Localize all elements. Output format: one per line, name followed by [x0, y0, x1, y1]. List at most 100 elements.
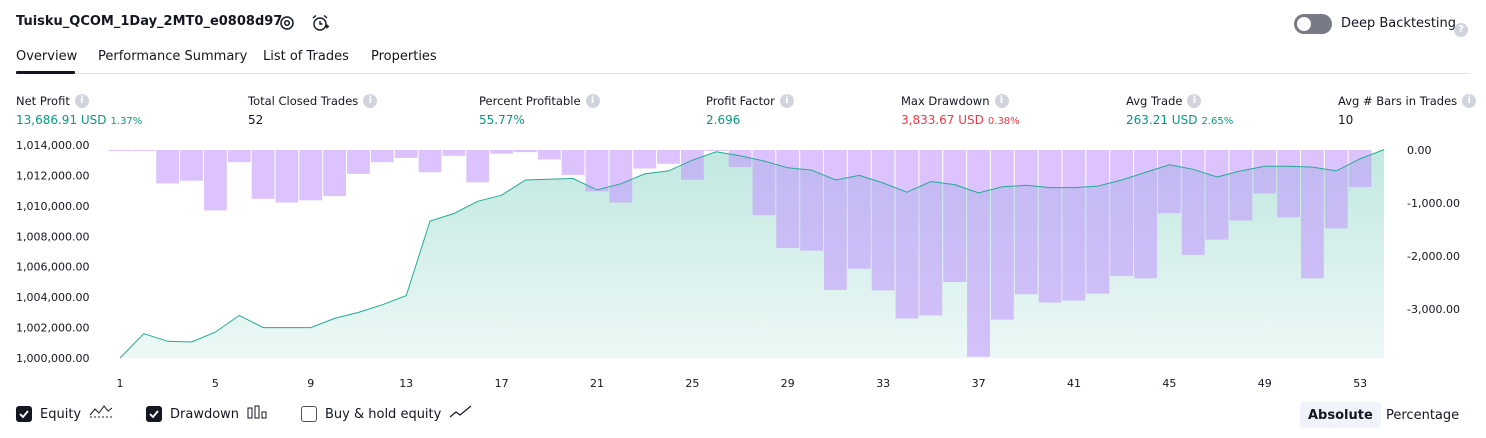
drawdown-bar — [585, 150, 609, 192]
drawdown-bar — [776, 150, 800, 249]
left-axis-tick: 1,012,000.00 — [16, 169, 89, 182]
stat-label-text: Net Profit — [16, 94, 70, 108]
active-tab-indicator — [16, 71, 75, 74]
drawdown-bar — [1157, 150, 1181, 214]
x-axis-tick: 13 — [399, 377, 413, 390]
drawdown-bar — [537, 150, 561, 160]
drawdown-bar — [466, 150, 490, 183]
drawdown-bar — [728, 150, 752, 167]
stat-value: 52 — [248, 113, 263, 127]
info-icon[interactable]: i — [779, 94, 794, 108]
drawdown-bar — [1110, 150, 1133, 277]
tab-properties[interactable]: Properties — [371, 49, 437, 64]
buy-hold-checkbox[interactable] — [301, 406, 317, 422]
x-axis-tick: 53 — [1353, 377, 1367, 390]
absolute-button[interactable]: Absolute — [1300, 402, 1381, 428]
stat-value-text: 3,833.67 USD — [901, 113, 984, 127]
drawdown-bar — [1062, 150, 1086, 301]
x-axis-tick: 9 — [307, 377, 314, 390]
drawdown-bar — [108, 150, 132, 151]
equity-chart: 1,014,000.00 1,012,000.00 1,010,000.00 1,00… — [16, 139, 1460, 390]
equity-checkbox[interactable] — [16, 406, 32, 422]
drawdown-bar — [323, 150, 346, 197]
info-icon[interactable]: i — [363, 94, 378, 108]
drawdown-bar — [943, 150, 967, 282]
stat-value-text: 10 — [1338, 113, 1354, 127]
x-axis-tick: 29 — [781, 377, 795, 390]
drawdown-bar — [299, 150, 323, 201]
tabs-divider — [16, 73, 1470, 74]
drawdown-bar — [1277, 150, 1300, 218]
stat-label-text: Profit Factor — [706, 94, 775, 108]
right-axis-tick: 0.00 — [1407, 144, 1432, 157]
drawdown-bar — [275, 150, 299, 203]
drawdown-bar — [251, 150, 275, 199]
drawdown-bar — [609, 150, 633, 203]
drawdown-bar — [1301, 150, 1324, 279]
alarm-add-icon[interactable] — [310, 13, 330, 33]
info-icon[interactable]: i — [1187, 94, 1202, 108]
equity-line-icon — [89, 405, 113, 423]
right-axis-tick: -2,000.00 — [1407, 250, 1460, 263]
stat-label-text: Avg # Bars in Trades — [1338, 94, 1458, 108]
stat-label: Net Profit i — [16, 94, 89, 108]
x-axis-tick: 1 — [117, 377, 124, 390]
settings-icon[interactable] — [277, 13, 297, 33]
drawdown-bar — [418, 150, 442, 173]
tab-overview[interactable]: Overview — [16, 49, 78, 64]
stat-value: 10 — [1338, 113, 1353, 127]
drawdown-bars-icon — [247, 405, 269, 423]
stat-pct: 2.65% — [1201, 116, 1234, 127]
drawdown-bar — [633, 150, 657, 169]
left-axis-tick: 1,010,000.00 — [16, 200, 89, 213]
drawdown-bar — [180, 150, 203, 181]
stat-value-text: 52 — [248, 113, 264, 127]
legend-equity[interactable]: Equity — [16, 405, 113, 423]
stat-label-text: Percent Profitable — [479, 94, 581, 108]
left-axis-tick: 1,008,000.00 — [16, 230, 89, 243]
x-axis-tick: 49 — [1258, 377, 1272, 390]
drawdown-bar — [871, 150, 895, 291]
drawdown-bar — [1253, 150, 1277, 194]
left-axis-tick: 1,004,000.00 — [16, 291, 89, 304]
legend-drawdown[interactable]: Drawdown — [146, 405, 269, 423]
drawdown-bar — [1086, 150, 1110, 294]
legend-buy-hold-label: Buy & hold equity — [325, 406, 442, 422]
info-icon[interactable]: i — [585, 94, 600, 108]
info-icon[interactable]: i — [1462, 94, 1477, 108]
legend-drawdown-label: Drawdown — [170, 406, 240, 422]
deep-backtesting-label: Deep Backtesting — [1341, 16, 1457, 31]
drawdown-bar — [227, 150, 251, 163]
stat-value: 13,686.91 USD 1.37% — [16, 113, 142, 127]
tab-performance-summary[interactable]: Performance Summary — [98, 49, 248, 64]
stat-value: 263.21 USD 2.65% — [1126, 113, 1233, 127]
drawdown-bar — [800, 150, 823, 251]
drawdown-bar — [1134, 150, 1157, 279]
drawdown-bar — [132, 150, 156, 151]
stat-value: 55.77% — [479, 113, 525, 127]
drawdown-bar — [1324, 150, 1348, 229]
stat-value: 2.696 — [706, 113, 740, 127]
drawdown-checkbox[interactable] — [146, 406, 162, 422]
left-axis-tick: 1,002,000.00 — [16, 322, 89, 335]
percentage-button[interactable]: Percentage — [1386, 407, 1460, 423]
legend-buy-hold[interactable]: Buy & hold equity — [301, 405, 473, 423]
help-icon[interactable]: ? — [1454, 17, 1468, 37]
left-axis-tick: 1,000,000.00 — [16, 352, 89, 365]
tab-list-of-trades[interactable]: List of Trades — [263, 49, 349, 64]
stat-label: Percent Profitable i — [479, 94, 600, 108]
drawdown-bar — [895, 150, 919, 319]
info-icon[interactable]: i — [994, 94, 1009, 108]
buy-hold-line-icon — [449, 405, 473, 423]
drawdown-bar — [847, 150, 871, 269]
stat-label-text: Total Closed Trades — [248, 94, 359, 108]
stat-value-text: 2.696 — [706, 113, 741, 127]
drawdown-bar — [1348, 150, 1372, 188]
drawdown-bar — [1181, 150, 1205, 255]
drawdown-bar — [490, 150, 513, 154]
deep-backtesting-toggle[interactable] — [1294, 14, 1332, 34]
info-icon[interactable]: i — [74, 94, 89, 108]
drawdown-bar — [204, 150, 227, 211]
drawdown-bar — [1205, 150, 1229, 240]
drawdown-bar — [1014, 150, 1038, 295]
